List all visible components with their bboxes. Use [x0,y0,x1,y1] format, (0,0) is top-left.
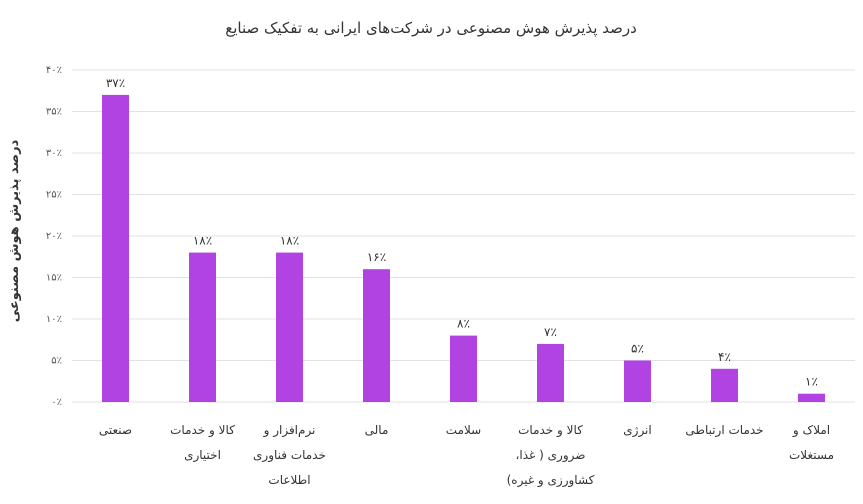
bar [450,335,477,402]
category-labels: صنعتی کالا و خدمات اختیاری نرم‌افزار و خدمات… [99,423,834,488]
category-label: کالا و خدمات [518,423,583,438]
y-tick-label: ۵٪ [51,356,62,367]
category-label: اطلاعات [268,473,310,487]
y-tick-label: ۲۰٪ [46,231,62,242]
category-label: صنعتی [99,423,132,437]
bar [189,252,216,402]
y-tick-label: ۱۵٪ [46,273,62,284]
category-label: مستغلات [789,448,834,462]
y-tick-label: ۱۰٪ [46,314,62,325]
y-axis-ticks: ۰٪ ۵٪ ۱۰٪ ۱۵٪ ۲۰٪ ۲۵٪ ۳۰٪ ۳۵٪ ۴۰٪ [46,65,62,408]
category-label: خدمات ارتباطی [685,423,763,438]
data-label: ۷٪ [544,325,557,339]
category-label: خدمات فناوری [253,448,326,463]
data-label: ۱۸٪ [280,234,299,248]
category-label: کشاورزی و غیره) [507,473,595,488]
bar [537,343,564,402]
bars [102,94,825,403]
data-label: ۱۸٪ [193,234,212,248]
y-axis-label: درصد پذیرش هوش مصنوعی [7,139,22,322]
bar [363,269,390,402]
bar [102,94,129,403]
y-tick-label: ۴۰٪ [46,65,62,76]
data-label: ۴٪ [718,350,731,364]
data-labels: ۳۷٪ ۱۸٪ ۱۸٪ ۱۶٪ ۸٪ ۷٪ ۵٪ ۴٪ ۱٪ [106,76,818,389]
category-label: کالا و خدمات [170,423,235,438]
data-label: ۳۷٪ [106,76,125,90]
bar [711,368,738,402]
y-tick-label: ۰٪ [51,397,62,408]
bar [798,393,825,402]
y-tick-label: ۳۵٪ [46,107,62,118]
category-label: انرژی [623,423,651,438]
data-label: ۱۶٪ [367,250,386,264]
category-label: ضروری ( غذا، [516,448,586,463]
category-label: سلامت [446,423,481,437]
data-label: ۱٪ [805,375,818,389]
category-label: نرم‌افزار و [263,423,316,438]
y-tick-label: ۲۵٪ [46,190,62,201]
bar [276,252,303,402]
category-label: املاک و [792,423,830,438]
data-label: ۸٪ [457,317,470,331]
data-label: ۵٪ [631,342,644,356]
category-label: مالی [365,423,389,437]
y-tick-label: ۳۰٪ [46,148,62,159]
bar [624,360,651,402]
chart-title: درصد پذیرش هوش مصنوعی در شرکت‌های ایرانی… [225,19,637,38]
category-label: اختیاری [184,448,221,463]
